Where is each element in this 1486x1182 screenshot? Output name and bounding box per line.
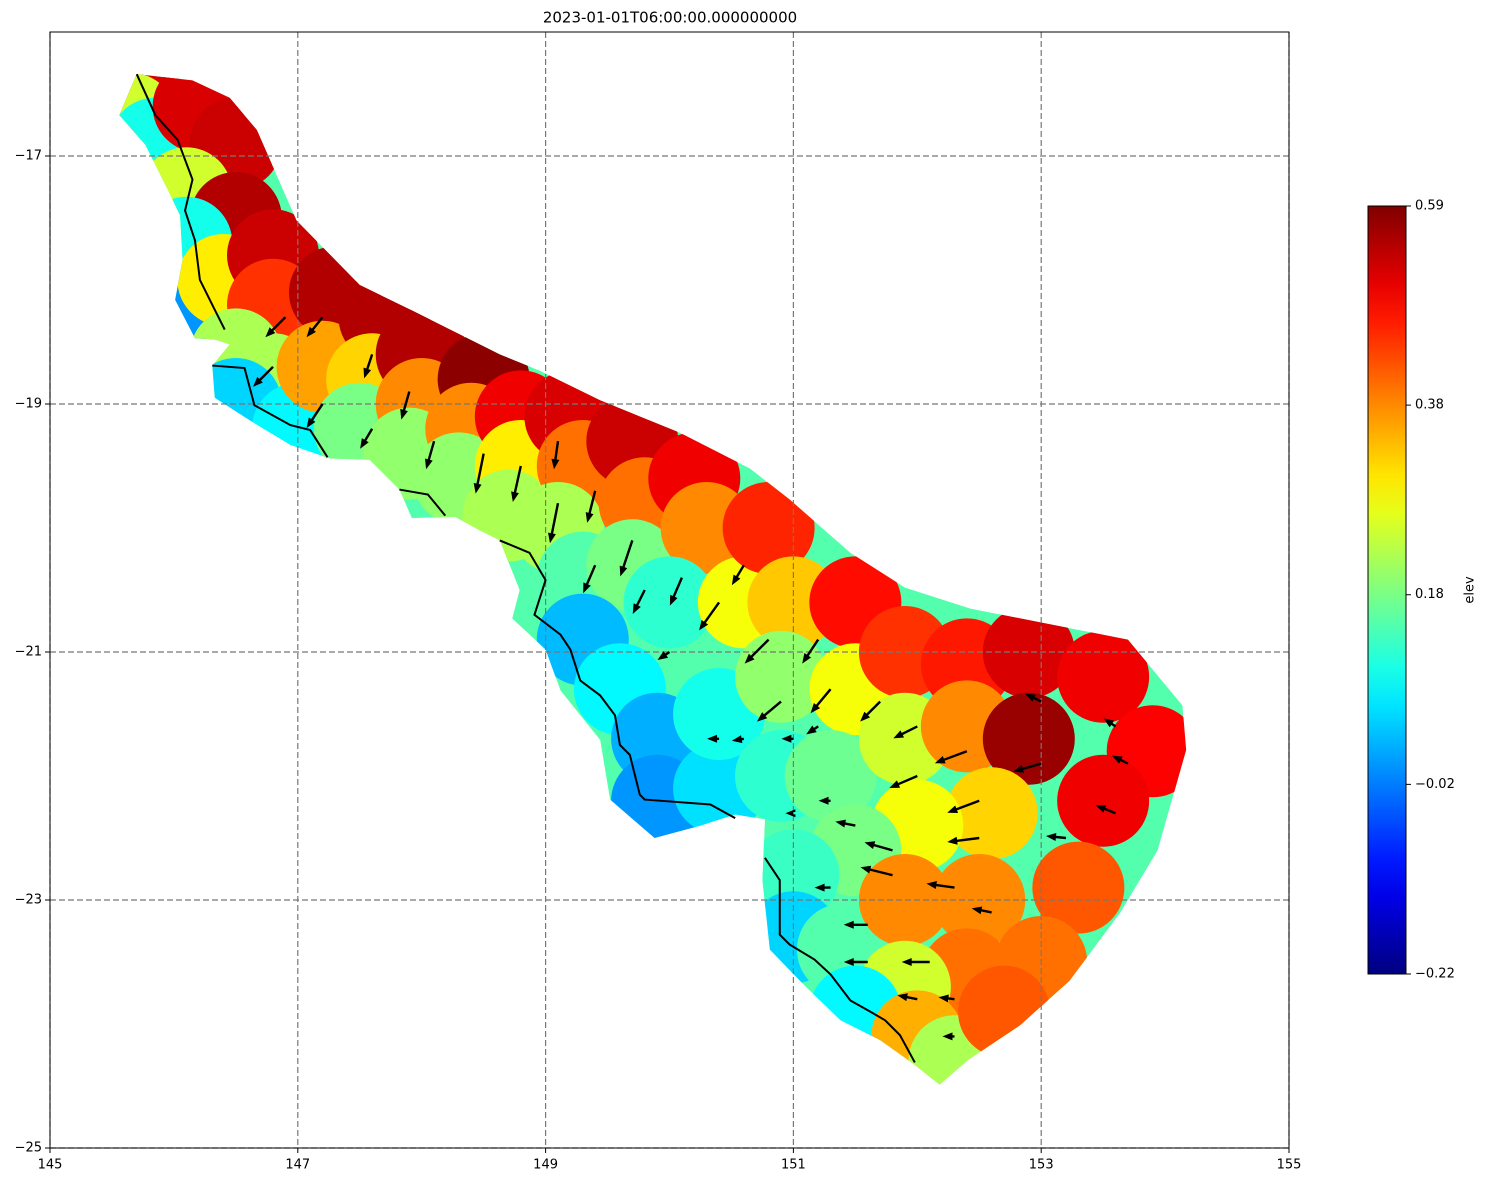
elevation-node [623,556,716,649]
velocity-arrow [814,883,831,892]
plot-frame [49,31,1290,1149]
elevation-node [982,692,1075,785]
velocity-arrow [781,734,794,743]
elevation-node [784,730,877,822]
velocity-arrow [934,750,968,764]
velocity-arrow [860,865,893,877]
velocity-arrow [938,994,955,1003]
velocity-arrow [889,774,918,788]
velocity-arrow [1045,833,1067,841]
velocity-arrow [306,403,324,428]
velocity-arrow [1111,755,1129,765]
velocity-arrow [1013,762,1042,773]
velocity-arrow [744,638,770,664]
velocity-arrow [864,841,893,852]
elevation-node [1057,630,1150,723]
velocity-arrow [947,836,980,845]
velocity-arrow [926,881,955,889]
elevation-node [1032,841,1125,934]
y-tick-label: −19 [15,397,42,412]
overlay: 145 147 149 151 153 155 −25 −23 −21 −19 −17 [15,32,1302,1173]
velocity-arrow [473,453,485,494]
colorbar-tick-label: 0.38 [1415,398,1444,413]
velocity-arrow [360,428,374,449]
elevation-node [945,767,1038,860]
velocity-arrow [363,354,374,379]
velocity-arrow [971,906,992,915]
velocity-arrow [619,540,634,577]
velocity-arrow [253,365,274,387]
x-tick-label: 151 [781,1158,806,1173]
velocity-arrow [511,465,522,502]
colorbar-tick-label: 0.59 [1415,199,1444,214]
velocity-arrow [843,920,868,929]
velocity-arrow [860,700,881,722]
y-tick-label: −17 [15,149,42,164]
velocity-arrow [731,735,745,744]
elevation-node [982,606,1075,698]
elevation-field [119,74,1187,1085]
velocity-arrow [1095,805,1116,815]
velocity-arrow [583,564,597,594]
velocity-arrow [669,577,683,606]
x-tick-label: 149 [533,1158,558,1173]
velocity-arrow [897,993,918,1002]
x-tick-label: 145 [38,1158,63,1173]
elevation-node [858,854,951,946]
velocity-arrow [699,601,721,631]
elevation-node [958,965,1051,1058]
velocity-arrow [947,799,980,814]
velocity-arrow [585,490,597,523]
coastline [135,73,916,1063]
velocity-arrow [757,700,782,722]
chart-title: 2023-01-01T06:00:00.000000000 [543,9,797,27]
colorbar-tick-label: −0.02 [1415,777,1455,792]
velocity-arrow [893,725,918,739]
velocity-arrow [810,688,832,714]
velocity-arrow [548,502,560,544]
velocity-arrow [843,958,868,966]
velocity-arrow [265,316,287,338]
elevation-node [735,630,828,723]
colorbar-label: elev [1463,576,1478,604]
colorbar [1367,205,1407,975]
y-tick-label: −21 [15,645,42,660]
velocity-arrow [551,441,560,470]
velocity-arrow [802,638,820,664]
velocity-arrow [306,316,324,338]
velocity-arrow [632,589,646,614]
x-tick-label: 147 [285,1158,310,1173]
velocity-arrow [1103,718,1117,728]
velocity-arrow [657,651,671,660]
velocity-arrow [785,809,796,818]
x-tick-label: 153 [1029,1158,1054,1173]
y-tick-label: −23 [15,893,42,908]
velocity-arrow [942,1032,955,1041]
velocity-arrow [901,958,930,966]
velocity-arrow [731,564,745,586]
colorbar-tick-label: 0.18 [1415,587,1444,602]
velocity-arrow [707,734,720,743]
velocity-arrow [424,440,436,470]
elevation-node [1057,754,1150,847]
elevation-node [722,482,815,574]
velocity-arrow [1025,693,1042,703]
y-tick-label: −25 [15,1141,42,1156]
x-tick-label: 155 [1277,1158,1302,1173]
velocity-arrow [835,819,856,828]
colorbar-tick-label: −0.22 [1415,967,1455,982]
velocity-arrow [400,391,411,420]
velocity-arrow [818,796,831,805]
velocity-arrow [806,725,819,735]
